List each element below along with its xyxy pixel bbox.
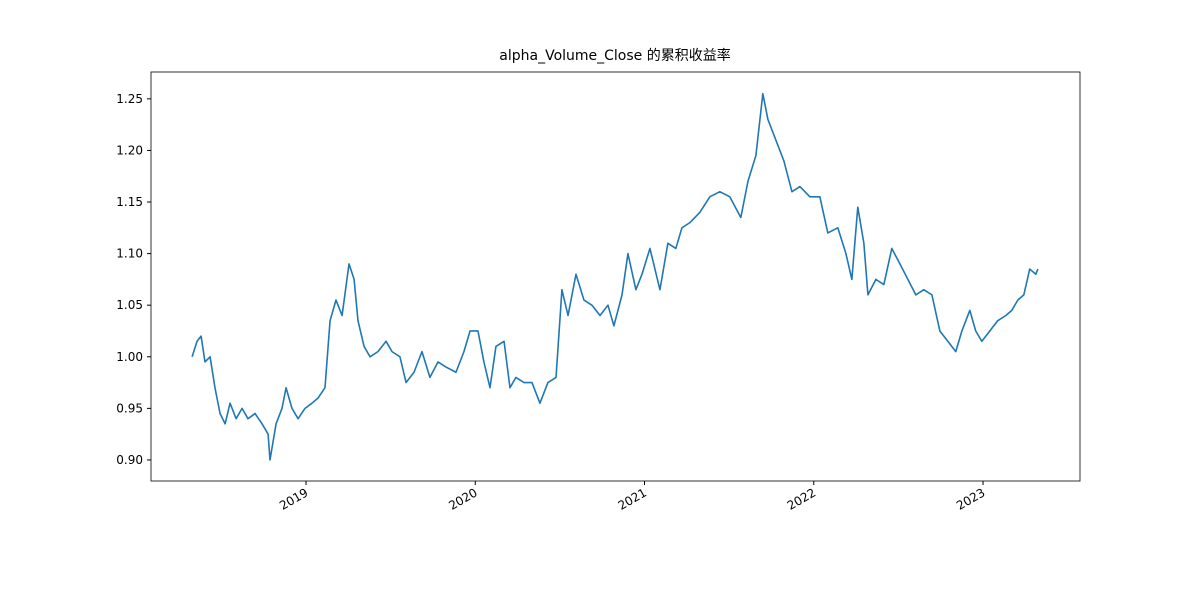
y-tick-label: 1.25 [116, 92, 143, 106]
y-tick-label: 1.10 [116, 247, 143, 261]
chart-title: alpha_Volume_Close 的累积收益率 [499, 47, 730, 64]
y-tick-label: 1.00 [116, 350, 143, 364]
plot-frame [150, 71, 1081, 482]
y-tick-label: 1.15 [116, 195, 143, 209]
y-tick-label: 0.90 [116, 453, 143, 467]
y-tick-label: 0.95 [116, 401, 143, 415]
y-tick-label: 1.05 [116, 298, 143, 312]
line [191, 92, 1039, 461]
y-tick-label: 1.20 [116, 143, 143, 157]
